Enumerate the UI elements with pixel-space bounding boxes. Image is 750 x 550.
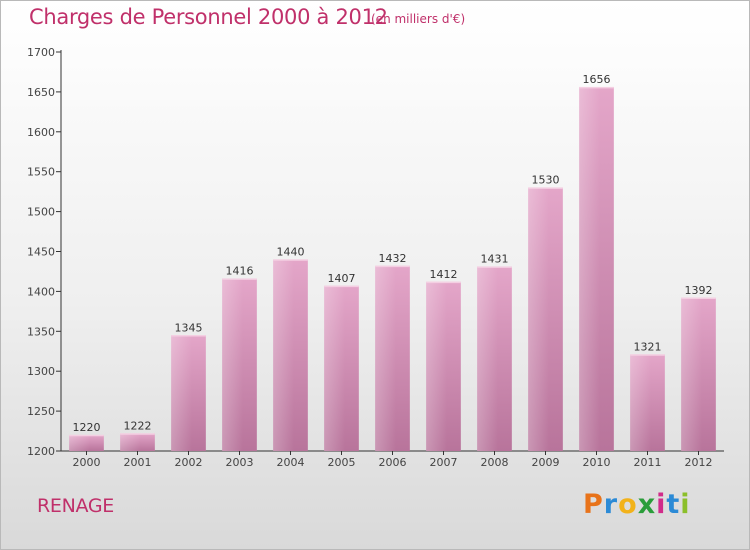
value-label-2000: 1220: [73, 421, 101, 434]
bars: 1220 1222 1345 1416 1440 1407 1432 1412 1431 1530…: [69, 73, 716, 451]
value-label-2011: 1321: [634, 340, 662, 353]
bar-highlight: [171, 335, 206, 451]
bar-highlight: [477, 266, 512, 451]
bar-highlight: [528, 187, 563, 451]
x-tick-label-2000: 2000: [73, 456, 101, 469]
y-tick-label: 1650: [27, 86, 55, 99]
y-tick-label: 1450: [27, 246, 55, 259]
chart-subtitle: (en milliers d'€): [371, 12, 466, 26]
town-name: RENAGE: [37, 495, 115, 517]
x-tick-label-2002: 2002: [175, 456, 203, 469]
x-tick-label-2001: 2001: [124, 456, 152, 469]
bar-highlight: [273, 259, 308, 451]
y-tick-label: 1500: [27, 206, 55, 219]
x-tick-label-2010: 2010: [583, 456, 611, 469]
y-tick-label: 1350: [27, 325, 55, 338]
value-label-2006: 1432: [379, 252, 407, 265]
logo-letter: i: [680, 489, 691, 520]
chart-title: Charges de Personnel 2000 à 2012: [29, 5, 388, 29]
logo-letter: i: [656, 489, 667, 520]
x-tick-label-2009: 2009: [532, 456, 560, 469]
value-label-2007: 1412: [430, 268, 458, 281]
logo-letter: x: [637, 489, 657, 520]
bar-highlight: [681, 297, 716, 451]
value-label-2012: 1392: [685, 284, 713, 297]
y-tick-label: 1250: [27, 405, 55, 418]
x-tick-label-2008: 2008: [481, 456, 509, 469]
y-tick-label: 1400: [27, 285, 55, 298]
x-tick-label-2005: 2005: [328, 456, 356, 469]
logo-letter: o: [618, 489, 638, 520]
value-label-2003: 1416: [226, 265, 254, 278]
value-label-2005: 1407: [328, 272, 356, 285]
y-tick-label: 1550: [27, 166, 55, 179]
logo-letter: P: [583, 489, 604, 520]
logo-letter: t: [666, 489, 681, 520]
value-label-2010: 1656: [583, 73, 611, 86]
logo-letter: r: [603, 489, 619, 520]
value-label-2004: 1440: [277, 245, 305, 258]
bar-highlight: [120, 433, 155, 451]
bar-highlight: [630, 354, 665, 451]
axes: 1200 1250 1300 1350 1400 1450 1500 1550 1600 1650…: [27, 46, 724, 469]
x-tick-label-2006: 2006: [379, 456, 407, 469]
y-tick-label: 1200: [27, 445, 55, 458]
y-tick-label: 1700: [27, 46, 55, 59]
bar-highlight: [375, 265, 410, 451]
bar-highlight: [324, 285, 359, 451]
x-tick-label-2011: 2011: [634, 456, 662, 469]
x-tick-label-2007: 2007: [430, 456, 458, 469]
y-tick-label: 1600: [27, 126, 55, 139]
value-label-2009: 1530: [532, 174, 560, 187]
value-label-2002: 1345: [175, 321, 203, 334]
bar-highlight: [222, 278, 257, 451]
value-label-2008: 1431: [481, 253, 509, 266]
bar-highlight: [579, 87, 614, 451]
value-label-2001: 1222: [124, 419, 152, 432]
x-tick-label-2004: 2004: [277, 456, 305, 469]
x-tick-label-2012: 2012: [685, 456, 713, 469]
x-tick-label-2003: 2003: [226, 456, 254, 469]
y-tick-label: 1300: [27, 365, 55, 378]
proxiti-logo: Proxiti: [583, 489, 691, 520]
bar-highlight: [426, 281, 461, 451]
bar-highlight: [69, 435, 104, 451]
